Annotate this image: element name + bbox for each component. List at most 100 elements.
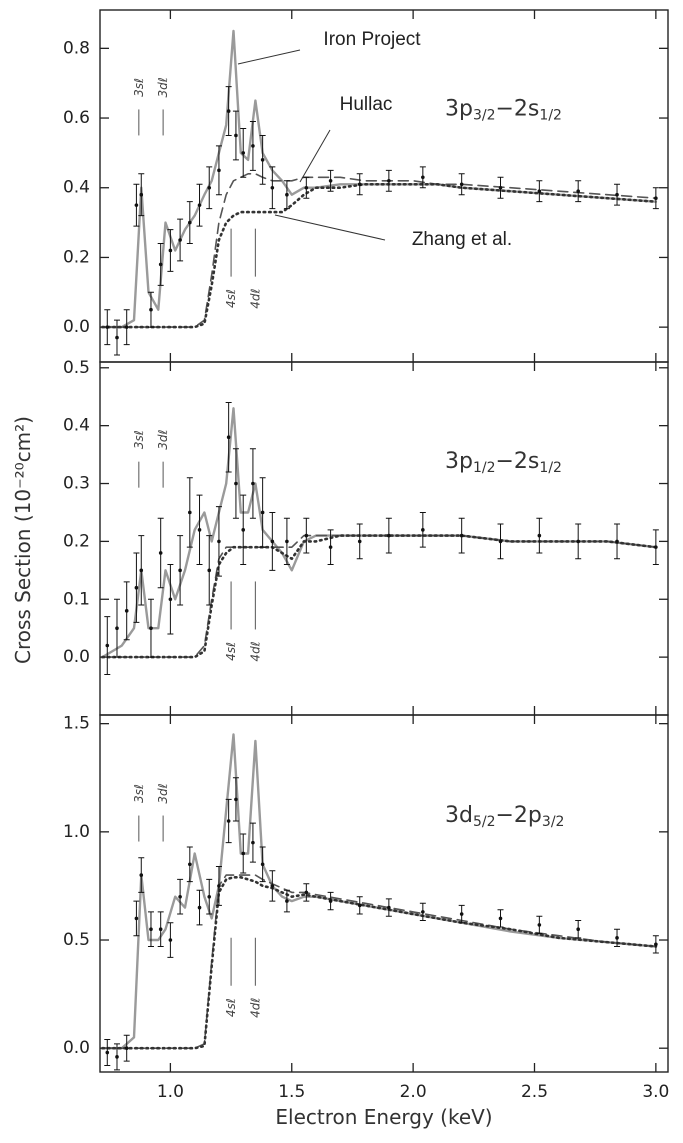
panel: 0.0 0.2 0.4 0.6 0.8 3sℓ 3dℓ 4sℓ 4dℓ 3p3/2−2s1/2 Ir… (63, 9, 669, 363)
data-point (168, 597, 173, 602)
label-part: 3d (445, 803, 473, 828)
data-point (139, 873, 144, 877)
data-point (226, 435, 231, 440)
data-point (498, 916, 503, 921)
data-point (285, 192, 289, 197)
data-point (270, 185, 275, 190)
data-point (576, 539, 580, 544)
data-point (654, 545, 658, 549)
y-tick-label: 1.0 (63, 822, 90, 842)
data-point (357, 903, 362, 908)
data-point (654, 196, 658, 200)
data-point (576, 927, 580, 931)
data-point (387, 905, 391, 910)
theory-line (101, 534, 657, 658)
y-tick-label: 0.2 (63, 531, 90, 551)
data-point (537, 189, 542, 194)
annotation-leader (237, 49, 301, 65)
data-point (387, 178, 391, 183)
data-point (357, 539, 362, 544)
y-tick-label: 0.8 (63, 38, 90, 58)
y-tick-label: 0.4 (63, 416, 90, 436)
resonance-label: 3dℓ (156, 77, 170, 97)
data-point (459, 533, 464, 538)
theory-line (101, 874, 657, 1049)
data-point (217, 884, 221, 888)
label-part: 1/2 (539, 108, 562, 124)
data-point (260, 862, 265, 867)
resonance-label: 3sℓ (132, 78, 146, 97)
label-part: 5/2 (473, 814, 496, 830)
annotation-leader (274, 214, 386, 241)
plot-frame (99, 9, 669, 363)
data-point (134, 203, 139, 207)
data-point (304, 890, 309, 895)
data-point (241, 851, 246, 856)
data-point (139, 568, 144, 573)
data-point (158, 262, 163, 267)
data-point (149, 626, 153, 630)
data-point (139, 192, 144, 197)
label-part: 1/2 (473, 460, 496, 476)
data-point (251, 481, 255, 486)
data-point (207, 894, 212, 899)
data-point (149, 927, 153, 931)
data-point (188, 510, 192, 515)
data-point (124, 1046, 129, 1050)
panel-label: 3p1/2−2s1/2 (445, 449, 562, 476)
theory-line (101, 733, 658, 1050)
data-point (217, 539, 221, 544)
resonance-label: 3dℓ (156, 430, 170, 450)
data-point (124, 325, 129, 329)
data-point (105, 325, 110, 329)
data-point (226, 819, 231, 823)
plot-frame (99, 714, 669, 1073)
resonance-label: 3dℓ (156, 783, 170, 803)
resonance-label: 4dℓ (248, 998, 262, 1018)
data-point (241, 151, 246, 155)
data-point (357, 182, 362, 187)
data-point (226, 109, 231, 113)
data-point (105, 643, 110, 648)
resonance-label: 4sℓ (224, 289, 238, 308)
data-point (537, 533, 542, 538)
data-point (387, 533, 391, 538)
annotation: Hullac (340, 94, 393, 115)
data-point (304, 185, 309, 190)
data-point (178, 238, 182, 242)
data-point (207, 185, 212, 190)
data-point (654, 942, 658, 947)
annotation: Iron Project (323, 29, 421, 50)
y-tick-label: 0.6 (63, 108, 90, 128)
panel: 0.0 0.5 1.0 1.5 1.0 1.5 2.0 2.5 3.0 Electron Ener… (63, 714, 669, 1129)
data-point (115, 335, 119, 340)
y-tick-label: 0.4 (63, 178, 90, 198)
resonance-label: 4dℓ (248, 641, 262, 661)
data-point (178, 894, 182, 899)
data-point (234, 481, 238, 486)
label-part: −2p (496, 803, 542, 828)
y-tick-label: 0.5 (63, 930, 90, 950)
theory-line (101, 534, 658, 659)
data-point (217, 168, 221, 173)
y-tick-label: 1.5 (63, 714, 90, 734)
data-point (188, 862, 192, 867)
data-point (115, 626, 119, 630)
resonance-label: 3sℓ (132, 430, 146, 449)
resonance-label: 4sℓ (224, 642, 238, 661)
panel-label: 3d5/2−2p3/2 (445, 803, 564, 830)
data-point (270, 884, 275, 888)
data-point (498, 185, 503, 190)
data-point (241, 528, 246, 532)
x-tick-label: 2.5 (521, 1082, 548, 1102)
label-part: 3p (445, 97, 473, 122)
panel-label: 3p3/2−2s1/2 (445, 97, 562, 124)
data-point (304, 533, 309, 538)
x-tick-label: 3.0 (642, 1082, 669, 1102)
theory-line (101, 876, 658, 1050)
y-tick-label: 0.0 (63, 647, 90, 667)
resonance-label: 3sℓ (132, 784, 146, 803)
data-point (537, 923, 542, 927)
data-point (251, 144, 255, 148)
